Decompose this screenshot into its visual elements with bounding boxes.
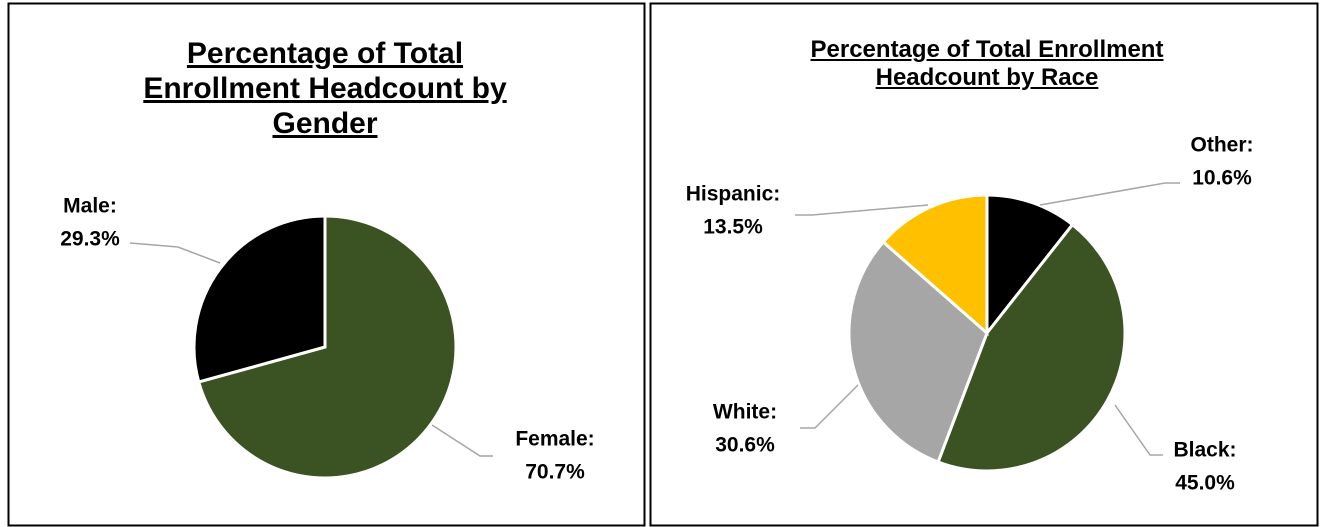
- leader-line: [1039, 182, 1180, 206]
- pie-slice: [196, 214, 458, 480]
- data-label: 29.3%: [60, 228, 120, 251]
- slice-label: Other:: [1191, 134, 1254, 157]
- data-label: 30.6%: [715, 434, 775, 457]
- leader-line: [431, 424, 493, 457]
- chart-title: Percentage of Total Enrollment Headcount…: [810, 36, 1164, 92]
- pie-slice: [847, 239, 989, 464]
- pie-slice: [985, 193, 1075, 338]
- data-label: 13.5%: [703, 216, 763, 239]
- data-label: 70.7%: [525, 461, 585, 484]
- data-label: 10.6%: [1192, 167, 1252, 190]
- slice-label: Black:: [1173, 439, 1236, 462]
- pie-slice: [192, 214, 327, 384]
- leader-line: [129, 242, 221, 264]
- data-label: 45.0%: [1175, 472, 1235, 495]
- chart-title: Percentage of Total Enrollment Headcount…: [143, 37, 507, 141]
- leader-line: [795, 204, 929, 216]
- pie-slice: [881, 193, 989, 337]
- leader-line: [1114, 404, 1163, 456]
- slice-label: Male:: [63, 195, 117, 218]
- slice-label: Hispanic:: [686, 183, 781, 206]
- pie-slice: [936, 222, 1127, 473]
- slice-label: Female:: [515, 428, 594, 451]
- leader-line: [800, 384, 859, 429]
- slice-label: White:: [713, 401, 777, 424]
